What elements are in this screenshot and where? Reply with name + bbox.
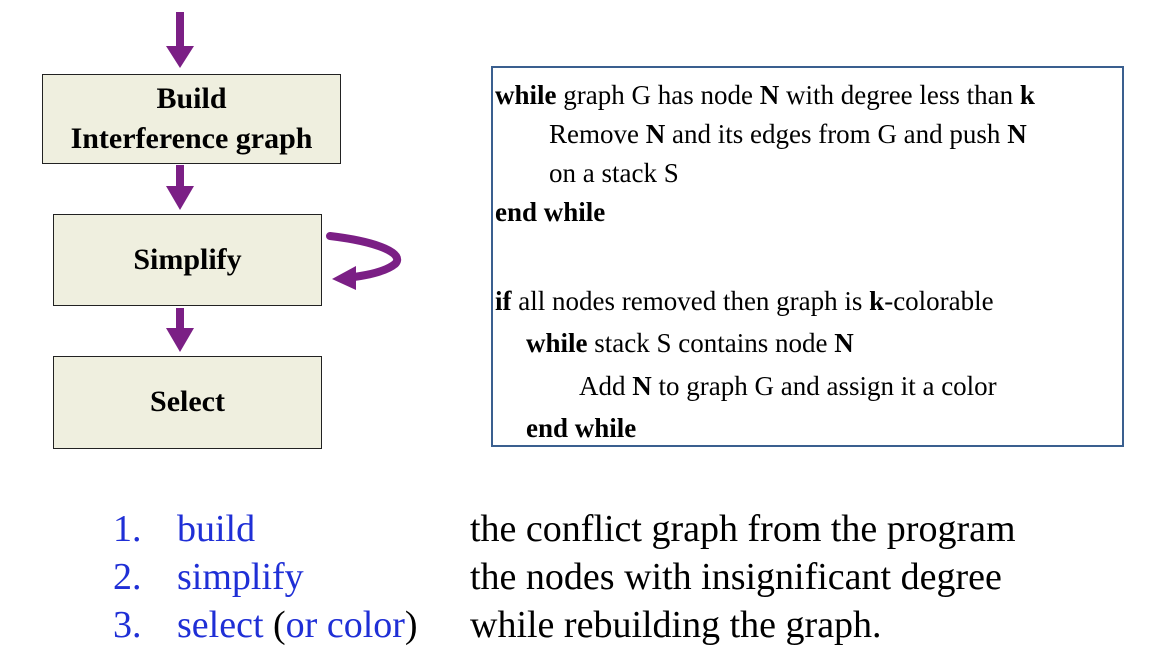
algo-text: to graph G and assign it a color (651, 371, 997, 401)
keyword-while: while (526, 328, 588, 358)
select-box: Select (53, 356, 322, 449)
step-term-color: or color (285, 604, 405, 646)
paren-open: ( (263, 604, 286, 646)
algo-line-6: while stack S contains node N (526, 324, 854, 363)
algo-text: stack S contains node (587, 328, 835, 358)
paren-close: ) (404, 604, 418, 646)
keyword-end-while: end while (526, 413, 637, 443)
step-description: the nodes with insignificant degree (470, 556, 1002, 598)
select-label: Select (150, 385, 225, 419)
interference-graph-label: Interference graph (70, 122, 313, 155)
algo-text: all nodes removed then graph is (511, 286, 870, 316)
step-term: select (or color) (177, 601, 418, 649)
algo-line-5: if all nodes removed then graph is k-col… (495, 282, 994, 321)
simplify-loop-arrow-icon (326, 232, 401, 290)
keyword-if: if (495, 286, 512, 316)
simplify-box: Simplify (53, 214, 322, 306)
step-description: the conflict graph from the program (470, 508, 1016, 550)
algo-var-n: N (632, 371, 652, 401)
algo-text: Remove (549, 119, 646, 149)
step-term: build (177, 508, 256, 550)
step-number: 1. (113, 508, 142, 550)
algo-line-7: Add N to graph G and assign it a color (579, 367, 997, 406)
algorithm-pseudocode-box: while graph G has node N with degree les… (491, 66, 1124, 447)
algo-var-n: N (759, 80, 780, 110)
step-number: 2. (113, 556, 142, 598)
algo-text: Add (579, 371, 633, 401)
arrow-build-to-simplify-icon (166, 165, 194, 210)
algo-text: graph G has node (556, 80, 760, 110)
algo-line-8: end while (526, 409, 636, 448)
step-description: while rebuilding the graph. (470, 604, 882, 646)
build-label: Build (156, 81, 227, 115)
step-term-select: select (177, 604, 264, 646)
algo-line-4: end while (495, 193, 605, 232)
algo-line-3: on a stack S (549, 158, 679, 188)
step-number: 3. (113, 604, 142, 646)
keyword-end-while: end while (495, 197, 606, 227)
build-interference-graph-box: Build Interference graph (42, 74, 341, 164)
algo-text: and its edges from G and push (665, 119, 1008, 149)
keyword-while: while (495, 80, 557, 110)
algo-var-k: k (869, 286, 885, 316)
algo-var-n: N (1007, 119, 1027, 149)
step-term: simplify (177, 556, 304, 598)
algo-text: -colorable (884, 286, 994, 316)
algo-text: with degree less than (779, 80, 1020, 110)
arrow-into-build-icon (166, 12, 194, 68)
algo-var-k: k (1019, 80, 1035, 110)
algo-var-n: N (645, 119, 666, 149)
algo-var-n: N (834, 328, 854, 358)
algo-line-2: Remove N and its edges from G and push N (549, 115, 1027, 154)
algo-line-1: while graph G has node N with degree les… (495, 76, 1035, 115)
simplify-label: Simplify (133, 242, 242, 276)
arrow-simplify-to-select-icon (166, 308, 194, 352)
